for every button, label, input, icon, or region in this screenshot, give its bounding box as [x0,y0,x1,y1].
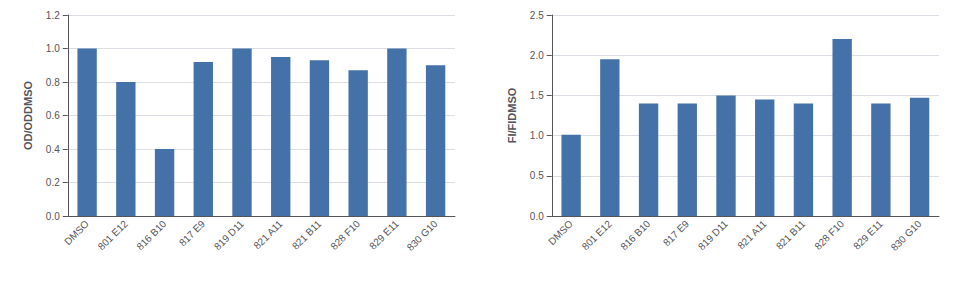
svg-text:819 D11: 819 D11 [696,218,730,252]
svg-text:2.5: 2.5 [530,10,544,21]
svg-text:816 B10: 816 B10 [134,218,168,252]
svg-text:817 E9: 817 E9 [661,218,691,248]
svg-text:801 E12: 801 E12 [580,218,614,252]
svg-text:0.6: 0.6 [46,110,60,121]
svg-text:821 A11: 821 A11 [251,218,284,251]
svg-text:1.5: 1.5 [530,90,544,101]
svg-text:829 E11: 829 E11 [851,218,885,252]
svg-text:1.0: 1.0 [530,130,544,141]
svg-text:2.0: 2.0 [530,50,544,61]
svg-text:828 F10: 828 F10 [328,218,362,252]
svg-text:821 A11: 821 A11 [735,218,768,251]
svg-text:801 E12: 801 E12 [96,218,130,252]
svg-text:829 E11: 829 E11 [367,218,401,252]
svg-text:828 F10: 828 F10 [812,218,846,252]
svg-text:DMSO: DMSO [546,218,575,247]
svg-text:0.2: 0.2 [46,177,60,188]
svg-text:830 G10: 830 G10 [889,218,924,253]
svg-text:821 B11: 821 B11 [774,218,808,252]
svg-text:821 B11: 821 B11 [290,218,324,252]
svg-text:819 D11: 819 D11 [212,218,246,252]
svg-text:1.2: 1.2 [46,10,60,21]
svg-text:1.0: 1.0 [46,43,60,54]
svg-text:DMSO: DMSO [62,218,91,247]
svg-text:0.0: 0.0 [46,211,60,222]
svg-text:817 E9: 817 E9 [177,218,207,248]
svg-text:FI/FIDMSO: FI/FIDMSO [506,87,518,143]
svg-text:0.4: 0.4 [46,144,60,155]
svg-text:OD/ODDMSO: OD/ODDMSO [22,81,34,151]
svg-text:0.5: 0.5 [530,170,544,181]
svg-text:816 B10: 816 B10 [618,218,652,252]
svg-text:0.0: 0.0 [530,211,544,222]
svg-text:0.8: 0.8 [46,77,60,88]
svg-text:830 G10: 830 G10 [405,218,440,253]
